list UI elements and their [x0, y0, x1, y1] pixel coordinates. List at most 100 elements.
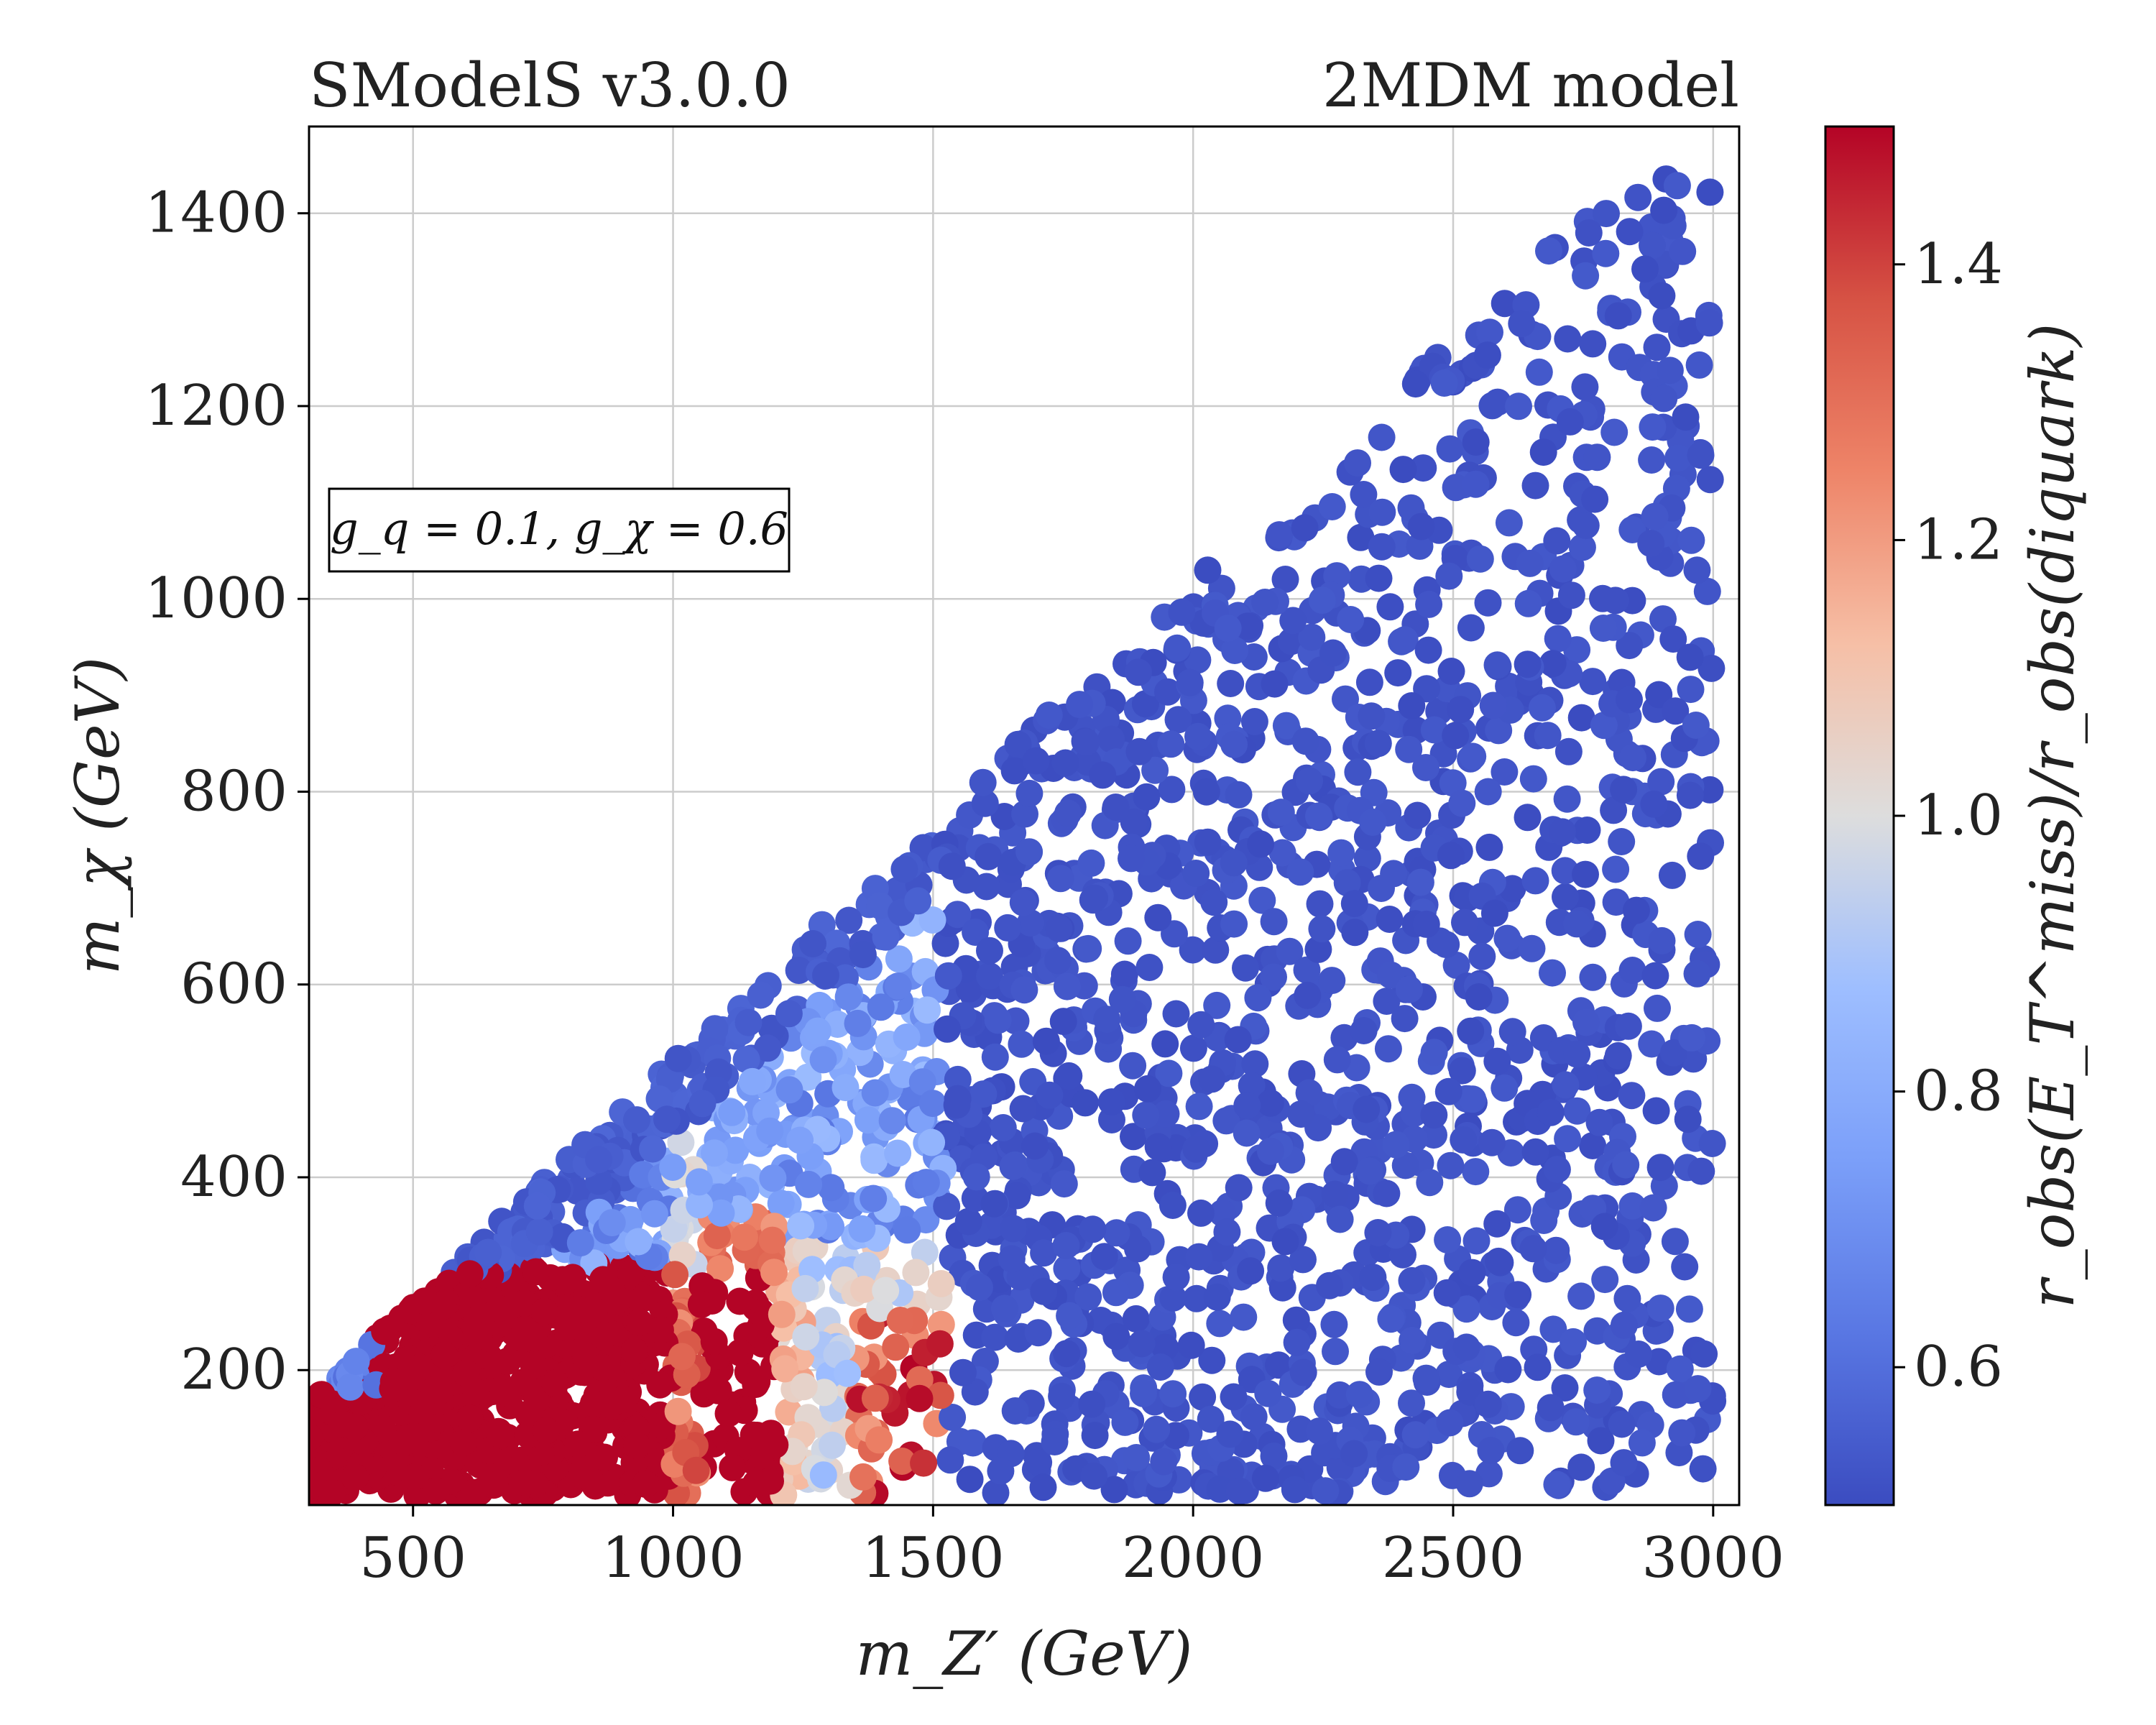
scatter-point [890, 855, 918, 883]
scatter-point [1616, 686, 1643, 714]
scatter-point [1374, 1035, 1402, 1063]
scatter-point [623, 1432, 651, 1460]
scatter-point [474, 1238, 502, 1266]
scatter-point [589, 1266, 617, 1294]
scatter-point [1442, 474, 1470, 502]
scatter-point [1616, 218, 1644, 246]
scatter-point [585, 1146, 613, 1174]
scatter-point [1398, 1389, 1425, 1417]
scatter-point [718, 1098, 746, 1126]
colorbar-ticks: 0.6 0.8 1.0 1.2 1.4 [1894, 232, 2003, 1399]
scatter-point [1213, 1218, 1241, 1246]
scatter-point [1435, 562, 1463, 590]
scatter-point [882, 1333, 910, 1361]
scatter-point [1134, 1075, 1161, 1103]
scatter-point [525, 1218, 553, 1246]
scatter-point [1498, 1018, 1526, 1046]
scatter-point [1506, 1437, 1534, 1465]
scatter-point [1649, 605, 1677, 633]
scatter-point [1000, 757, 1028, 785]
scatter-point [494, 1379, 522, 1407]
scatter-point [1491, 1074, 1519, 1102]
scatter-point [1194, 828, 1222, 856]
colorbar-tick-label: 1.4 [1914, 232, 2003, 297]
scatter-point [1452, 1295, 1480, 1323]
scatter-point [1676, 781, 1704, 809]
scatter-point [1687, 441, 1715, 469]
scatter-point [756, 1117, 784, 1145]
scatter-point [1529, 438, 1557, 466]
scatter-point [1479, 691, 1507, 719]
scatter-point [878, 1107, 906, 1135]
scatter-point [1401, 370, 1429, 398]
scatter-point [831, 1074, 860, 1102]
scatter-point [564, 1430, 592, 1458]
scatter-point [1682, 712, 1710, 739]
scatter-point [623, 1106, 650, 1134]
scatter-point [1459, 742, 1487, 770]
scatter-point [1672, 403, 1700, 431]
scatter-point [742, 1470, 770, 1498]
scatter-point [1554, 1125, 1582, 1153]
scatter-point [1437, 658, 1465, 685]
scatter-point [1462, 428, 1490, 456]
scatter-point [1563, 910, 1591, 938]
scatter-point [1154, 678, 1181, 706]
scatter-point [1053, 972, 1081, 1000]
scatter-point [1326, 1205, 1354, 1233]
scatter-point [1442, 952, 1470, 979]
scatter-point [1406, 532, 1434, 560]
scatter-point [1077, 849, 1105, 877]
scatter-point [1473, 341, 1501, 369]
scatter-point [1122, 1305, 1150, 1333]
scatter-point [1687, 842, 1715, 870]
scatter-point [1271, 566, 1299, 593]
scatter-point [1391, 626, 1419, 654]
scatter-point [1666, 1355, 1694, 1383]
colorbar-tick-label: 1.2 [1914, 507, 2003, 572]
scatter-point [1434, 1226, 1462, 1254]
scatter-point [1144, 1133, 1172, 1161]
scatter-point [1365, 1358, 1393, 1386]
scatter-point [1631, 255, 1659, 283]
scatter-point [1543, 527, 1571, 555]
scatter-point [1025, 1448, 1053, 1476]
scatter-point [888, 1448, 916, 1475]
scatter-point [1326, 1381, 1354, 1409]
chart-right-title: 2MDM model [1322, 50, 1739, 121]
scatter-point [1220, 849, 1248, 877]
x-tick-label: 500 [359, 1526, 466, 1591]
scatter-point [686, 1191, 714, 1219]
scatter-point [969, 768, 997, 796]
scatter-point [1618, 516, 1646, 543]
scatter-point [904, 887, 932, 915]
scatter-points [309, 165, 1727, 1505]
scatter-point [1125, 737, 1153, 765]
scatter-point [1125, 658, 1152, 686]
scatter-point [1132, 1101, 1160, 1129]
scatter-point [1305, 802, 1332, 830]
scatter-point [1483, 651, 1511, 679]
scatter-point [969, 1080, 998, 1108]
scatter-point [1080, 1462, 1108, 1490]
scatter-point [1279, 607, 1307, 635]
scatter-point [926, 1330, 954, 1358]
scatter-point [1495, 509, 1523, 537]
scatter-point [1244, 984, 1272, 1012]
scatter-point [1415, 590, 1443, 618]
scatter-point [1610, 776, 1638, 804]
scatter-point [866, 892, 894, 919]
scatter-point [981, 1043, 1009, 1071]
scatter-point [984, 1006, 1012, 1034]
scatter-point [1189, 1383, 1217, 1411]
scatter-point [1581, 485, 1609, 513]
scatter-point [849, 1463, 877, 1491]
scatter-point [1159, 1284, 1187, 1312]
scatter-point [341, 1463, 369, 1491]
scatter-point [1504, 1281, 1532, 1309]
scatter-point [449, 1428, 477, 1456]
scatter-point [1164, 706, 1192, 734]
scatter-point [1350, 481, 1378, 508]
scatter-point [1298, 623, 1326, 651]
scatter-point [1225, 1477, 1253, 1505]
